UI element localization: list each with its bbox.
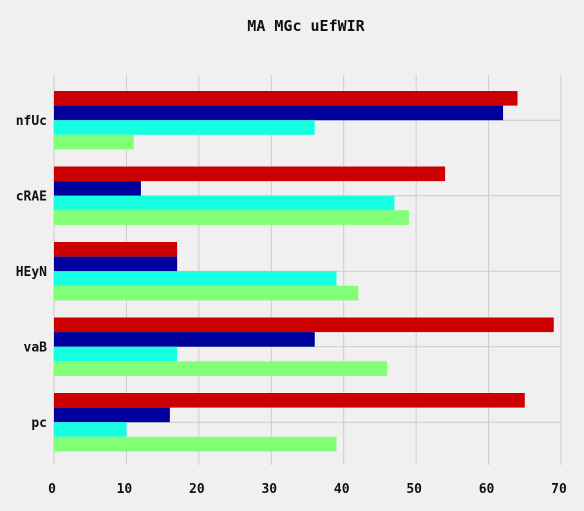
bar (54, 91, 518, 106)
bar (54, 166, 446, 182)
x-tick-label: 50 (406, 482, 422, 497)
bar (54, 195, 395, 211)
bars-layer (54, 91, 554, 452)
bar (54, 346, 178, 362)
chart-title: MA MGc uEfWIR (247, 17, 365, 35)
bar (54, 271, 337, 286)
bar (54, 393, 525, 408)
y-tick-label: nfUc (16, 114, 47, 129)
x-tick-label: 10 (117, 482, 133, 497)
x-tick-label: 70 (551, 482, 567, 497)
bar (54, 210, 409, 225)
x-tick-label: 20 (189, 482, 205, 497)
bar (54, 134, 134, 150)
x-tick-label: 40 (334, 482, 350, 497)
bar (54, 317, 554, 333)
y-tick-label: pc (31, 416, 47, 431)
x-tick-label: 60 (479, 482, 495, 497)
bar (54, 105, 504, 121)
bar (54, 181, 141, 196)
bar (54, 361, 388, 376)
bar (54, 422, 127, 437)
bar (54, 436, 337, 452)
bar (54, 332, 315, 347)
x-tick-label: 0 (48, 482, 56, 497)
bar (54, 285, 359, 301)
bar (54, 407, 170, 423)
y-tick-label: cRAE (16, 190, 47, 205)
y-tick-label: HEyN (16, 265, 47, 280)
bar (54, 120, 315, 135)
y-tick-label: vaB (24, 341, 48, 356)
bar (54, 242, 178, 257)
labels-layer: 0 10 20 30 40 50 60 70 nfUc cRAE HEyN vaB pc (16, 114, 567, 497)
x-tick-label: 30 (261, 482, 277, 497)
bar (54, 256, 178, 272)
